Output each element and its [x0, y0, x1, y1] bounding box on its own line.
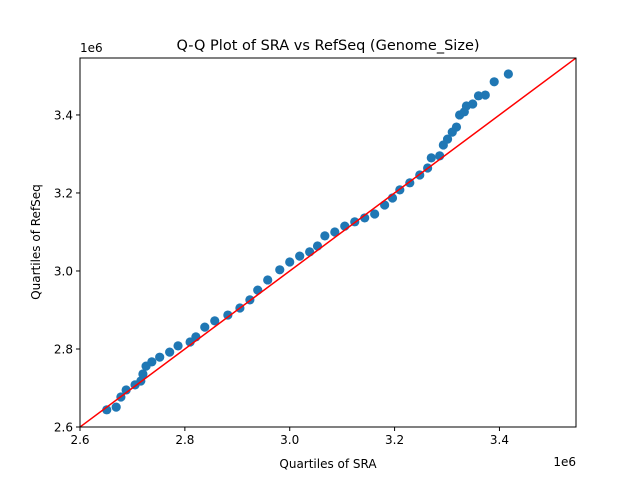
x-axis-label: Quartiles of SRA	[279, 457, 377, 471]
reference-line	[80, 58, 576, 427]
x-offset-label: 1e6	[553, 455, 576, 469]
data-point	[102, 405, 112, 415]
y-tick-label: 3.0	[54, 264, 73, 278]
data-point	[121, 385, 131, 395]
data-point	[370, 209, 380, 219]
x-tick-label: 2.8	[175, 433, 194, 447]
data-point	[305, 247, 315, 257]
data-point	[200, 322, 210, 332]
data-point	[360, 213, 370, 223]
data-point	[295, 251, 305, 261]
y-tick-label: 2.6	[54, 421, 73, 435]
data-point	[138, 369, 148, 379]
data-point	[275, 265, 285, 275]
data-point	[111, 402, 121, 412]
data-point	[285, 257, 295, 267]
x-tick-label: 3.4	[490, 433, 509, 447]
data-point	[426, 153, 436, 163]
data-point	[147, 357, 157, 367]
y-axis-ticks: 2.6 2.8 3.0 3.2 3.4	[54, 108, 80, 435]
y-offset-label: 1e6	[80, 41, 103, 55]
data-point	[320, 231, 330, 241]
x-axis-ticks: 2.6 2.8 3.0 3.2 3.4	[70, 427, 509, 447]
data-point	[223, 310, 233, 320]
points-layer	[102, 69, 513, 415]
y-axis-label: Quartiles of RefSeq	[29, 184, 43, 300]
x-tick-label: 2.6	[70, 433, 89, 447]
data-point	[263, 275, 273, 285]
data-point	[165, 347, 175, 357]
data-point	[451, 122, 462, 132]
x-tick-label: 3.0	[280, 433, 299, 447]
y-tick-label: 3.4	[54, 108, 73, 122]
chart-title: Q-Q Plot of SRA vs RefSeq (Genome_Size)	[176, 38, 479, 54]
data-point	[468, 99, 478, 109]
data-point	[173, 341, 183, 351]
reference-line-layer	[80, 58, 576, 427]
data-point	[155, 352, 165, 362]
data-point	[330, 227, 340, 237]
x-tick-label: 3.2	[385, 433, 404, 447]
data-point	[489, 77, 499, 87]
data-point	[503, 69, 513, 79]
data-point	[312, 241, 323, 251]
data-point	[473, 91, 484, 101]
data-point	[480, 90, 490, 100]
data-point	[210, 316, 220, 326]
plot-frame	[79, 57, 577, 428]
y-tick-label: 3.2	[54, 186, 73, 200]
y-tick-label: 2.8	[54, 342, 73, 356]
data-point	[442, 134, 453, 144]
